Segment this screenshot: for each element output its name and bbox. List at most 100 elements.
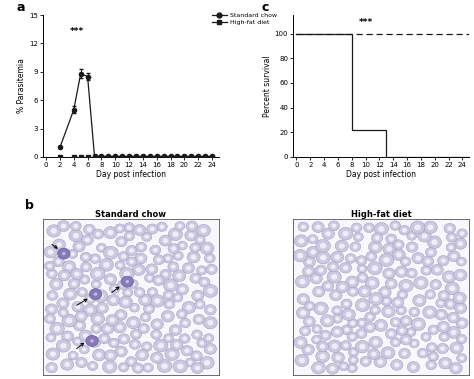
Circle shape bbox=[73, 241, 85, 252]
Circle shape bbox=[123, 299, 128, 305]
Circle shape bbox=[191, 330, 202, 339]
Circle shape bbox=[389, 281, 394, 286]
Circle shape bbox=[353, 244, 358, 249]
Circle shape bbox=[155, 322, 160, 327]
Circle shape bbox=[426, 360, 437, 370]
Circle shape bbox=[400, 335, 412, 345]
Circle shape bbox=[193, 246, 198, 250]
Circle shape bbox=[457, 229, 467, 238]
Circle shape bbox=[350, 289, 356, 294]
Circle shape bbox=[86, 335, 98, 346]
Circle shape bbox=[357, 264, 367, 273]
Circle shape bbox=[342, 231, 349, 236]
Circle shape bbox=[301, 297, 306, 302]
Standard chow bbox=[383, 127, 389, 132]
Circle shape bbox=[373, 296, 379, 302]
Circle shape bbox=[134, 332, 138, 337]
Circle shape bbox=[157, 343, 164, 349]
Circle shape bbox=[119, 296, 132, 308]
Circle shape bbox=[332, 314, 343, 323]
Circle shape bbox=[207, 256, 212, 260]
Circle shape bbox=[325, 231, 331, 236]
Circle shape bbox=[82, 348, 86, 351]
Circle shape bbox=[368, 315, 373, 319]
Circle shape bbox=[121, 337, 127, 341]
Circle shape bbox=[378, 226, 384, 232]
Circle shape bbox=[390, 221, 401, 230]
Circle shape bbox=[193, 314, 205, 324]
Circle shape bbox=[61, 224, 66, 229]
Circle shape bbox=[373, 308, 377, 312]
Circle shape bbox=[312, 325, 322, 334]
Circle shape bbox=[356, 235, 361, 239]
Circle shape bbox=[103, 262, 109, 268]
Circle shape bbox=[449, 286, 456, 291]
Circle shape bbox=[99, 246, 104, 250]
Circle shape bbox=[383, 257, 390, 263]
Circle shape bbox=[204, 360, 210, 366]
Circle shape bbox=[406, 242, 418, 252]
Circle shape bbox=[121, 365, 126, 370]
Circle shape bbox=[411, 318, 426, 330]
Circle shape bbox=[53, 257, 64, 267]
Circle shape bbox=[444, 223, 456, 233]
Circle shape bbox=[339, 284, 346, 290]
Circle shape bbox=[418, 280, 424, 286]
Circle shape bbox=[453, 366, 459, 371]
Circle shape bbox=[60, 301, 66, 306]
Circle shape bbox=[189, 224, 194, 229]
Circle shape bbox=[72, 302, 84, 312]
Circle shape bbox=[442, 271, 456, 283]
Circle shape bbox=[176, 284, 189, 295]
Circle shape bbox=[320, 255, 327, 260]
Circle shape bbox=[56, 340, 71, 352]
Circle shape bbox=[118, 313, 124, 317]
Circle shape bbox=[112, 287, 117, 291]
Circle shape bbox=[311, 335, 321, 344]
Circle shape bbox=[101, 323, 114, 334]
Circle shape bbox=[176, 254, 181, 258]
Circle shape bbox=[68, 351, 78, 360]
Circle shape bbox=[320, 243, 327, 249]
Circle shape bbox=[303, 257, 315, 267]
Circle shape bbox=[53, 239, 65, 251]
Circle shape bbox=[346, 312, 352, 317]
Circle shape bbox=[343, 343, 348, 348]
Circle shape bbox=[163, 254, 173, 263]
Circle shape bbox=[100, 305, 105, 310]
Circle shape bbox=[137, 227, 142, 232]
Circle shape bbox=[351, 358, 356, 362]
Circle shape bbox=[417, 348, 428, 358]
Circle shape bbox=[336, 281, 349, 293]
Circle shape bbox=[438, 301, 443, 305]
Circle shape bbox=[58, 308, 69, 317]
Circle shape bbox=[360, 267, 365, 271]
Circle shape bbox=[315, 265, 327, 276]
Circle shape bbox=[154, 355, 160, 360]
Circle shape bbox=[208, 346, 213, 351]
Circle shape bbox=[425, 259, 430, 264]
Circle shape bbox=[456, 257, 466, 266]
Circle shape bbox=[108, 230, 113, 235]
Circle shape bbox=[142, 232, 152, 241]
Circle shape bbox=[108, 277, 113, 282]
Circle shape bbox=[98, 293, 104, 299]
Circle shape bbox=[88, 297, 93, 301]
Circle shape bbox=[325, 284, 330, 288]
Circle shape bbox=[426, 247, 437, 257]
Circle shape bbox=[120, 283, 126, 287]
Circle shape bbox=[175, 222, 185, 230]
Circle shape bbox=[107, 364, 113, 370]
Circle shape bbox=[390, 318, 401, 327]
Circle shape bbox=[197, 338, 207, 348]
Circle shape bbox=[312, 222, 324, 232]
Circle shape bbox=[57, 298, 69, 309]
Circle shape bbox=[58, 248, 70, 259]
Circle shape bbox=[295, 354, 309, 366]
Circle shape bbox=[169, 324, 182, 335]
Circle shape bbox=[444, 299, 456, 309]
Circle shape bbox=[322, 228, 334, 239]
Circle shape bbox=[441, 324, 447, 329]
Circle shape bbox=[204, 343, 217, 354]
Circle shape bbox=[165, 256, 170, 260]
